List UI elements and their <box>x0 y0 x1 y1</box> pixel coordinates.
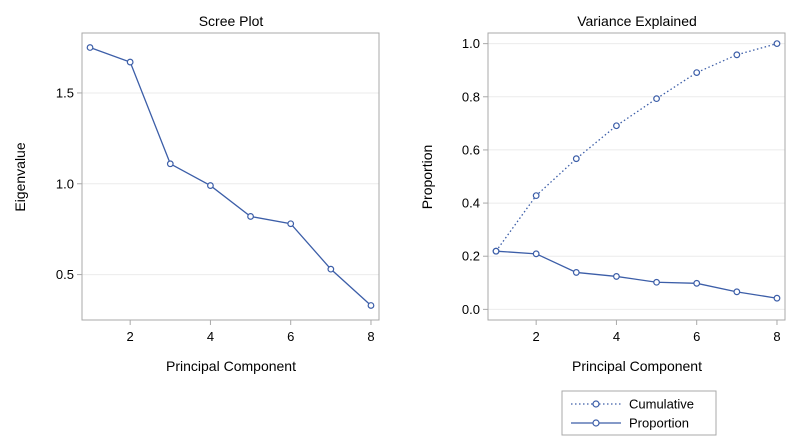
variance-explained-point-proportion <box>653 278 660 286</box>
scree-plot-frame <box>81 32 380 321</box>
scree-plot-x-tick-label: 6 <box>287 329 294 344</box>
variance-explained-point-proportion <box>733 288 741 296</box>
scree-plot-x-tick-label: 8 <box>367 329 374 344</box>
scree-plot-x-axis-label: Principal Component <box>166 358 296 374</box>
scree-plot-point-series-1 <box>367 302 375 309</box>
scree-plot-point-series-1 <box>247 213 254 220</box>
scree-plot-y-axis-label: Eigenvalue <box>12 142 28 211</box>
scree-plot-x-tick-label: 2 <box>127 329 134 344</box>
legend-label-proportion: Proportion <box>629 416 689 431</box>
legend-frame <box>561 390 717 436</box>
variance-explained-gridlines <box>488 43 785 310</box>
legend-marker-cumulative <box>592 400 600 408</box>
scree-plot-point-series-1 <box>166 160 174 168</box>
variance-explained-point-cumulative <box>693 69 701 76</box>
variance-explained-y-tick-label: 0.4 <box>462 196 480 211</box>
scree-plot-x-axis: 2 4 6 8 <box>127 320 375 344</box>
variance-explained-point-cumulative <box>773 40 781 48</box>
variance-explained-title: Variance Explained <box>577 13 697 29</box>
legend: Cumulative Proportion <box>561 390 717 436</box>
variance-explained-point-proportion <box>613 273 620 280</box>
variance-explained-point-cumulative <box>733 51 741 59</box>
variance-explained-panel: Variance Explained 0.0 0.2 0.4 0.6 0.8 1.0 2 4… <box>419 13 786 374</box>
scree-plot-point-series-1 <box>287 220 295 228</box>
scree-plot-panel: Scree Plot 0.5 1.0 1.5 2 4 6 8 Principal Comp… <box>12 13 380 374</box>
legend-item-cumulative: Cumulative <box>571 397 694 412</box>
variance-explained-point-cumulative <box>653 95 660 103</box>
variance-explained-x-axis: 2 4 6 8 <box>533 320 781 344</box>
variance-explained-point-proportion <box>532 250 540 258</box>
scree-plot-y-tick-label: 1.5 <box>56 85 74 100</box>
variance-explained-frame <box>487 32 786 321</box>
scree-plot-title: Scree Plot <box>199 13 264 29</box>
legend-marker-proportion <box>592 419 600 427</box>
variance-explained-point-proportion <box>693 279 701 287</box>
legend-label-cumulative: Cumulative <box>629 397 694 412</box>
scree-plot-gridlines <box>82 92 379 276</box>
variance-explained-y-tick-label: 0.0 <box>462 302 480 317</box>
variance-explained-y-tick-label: 0.8 <box>462 89 480 104</box>
variance-explained-x-tick-label: 2 <box>533 329 540 344</box>
scree-plot-y-tick-label: 0.5 <box>56 267 74 282</box>
variance-explained-point-cumulative <box>532 192 540 200</box>
scree-plot-point-series-1 <box>86 44 94 51</box>
scree-plot-point-series-1 <box>207 182 214 189</box>
scree-plot-point-series-1 <box>126 58 134 66</box>
variance-explained-point-cumulative <box>572 155 580 163</box>
scree-plot-y-tick-label: 1.0 <box>56 176 74 191</box>
variance-explained-series <box>492 40 781 302</box>
variance-explained-line-proportion <box>495 250 778 299</box>
variance-explained-point-proportion <box>773 294 781 302</box>
scree-plot-series <box>86 44 375 309</box>
variance-explained-y-tick-label: 0.6 <box>462 142 480 157</box>
variance-explained-y-axis-label: Proportion <box>419 145 435 210</box>
variance-explained-y-tick-label: 1.0 <box>462 36 480 51</box>
variance-explained-y-axis: 0.0 0.2 0.4 0.6 0.8 1.0 <box>462 36 488 317</box>
variance-explained-x-axis-label: Principal Component <box>572 358 702 374</box>
variance-explained-line-cumulative <box>495 43 778 252</box>
scree-plot-line-series-1 <box>89 46 372 306</box>
variance-explained-y-tick-label: 0.2 <box>462 249 480 264</box>
variance-explained-x-tick-label: 6 <box>693 329 700 344</box>
variance-explained-x-tick-label: 8 <box>773 329 780 344</box>
legend-item-proportion: Proportion <box>571 416 689 431</box>
variance-explained-point-proportion <box>572 269 580 276</box>
variance-explained-x-tick-label: 4 <box>613 329 620 344</box>
scree-plot-point-series-1 <box>327 265 335 273</box>
scree-plot-x-tick-label: 4 <box>207 329 214 344</box>
variance-explained-point-cumulative <box>613 122 620 130</box>
variance-explained-point-proportion <box>492 247 500 255</box>
scree-plot-y-axis: 0.5 1.0 1.5 <box>56 85 82 282</box>
